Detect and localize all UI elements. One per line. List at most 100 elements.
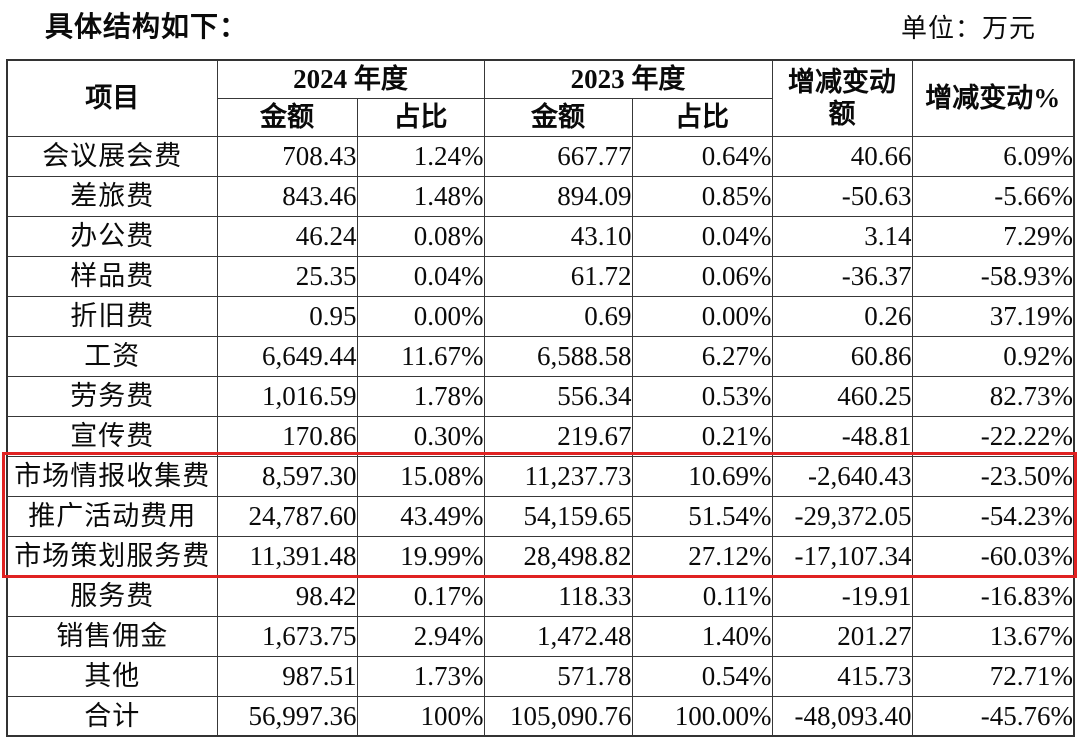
- row-label-cell: 工资: [6, 335, 218, 377]
- amount-2024-cell: 46.24: [216, 215, 358, 257]
- col-header-amount-2024: 金额: [216, 97, 358, 137]
- expense-table-wrap: 项目 2024 年度 2023 年度 增减变动额 增减变动% 金额 占比 金额 …: [2, 59, 1077, 737]
- table-row: 服务费 98.42 0.17% 118.33 0.11% -19.91 -16.83%: [6, 575, 1075, 617]
- table-body: 会议展会费 708.43 1.24% 667.77 0.64% 40.66 6.09% 差旅费…: [6, 135, 1075, 737]
- amount-2023-cell: 54,159.65: [483, 495, 633, 537]
- row-label-cell: 会议展会费: [6, 135, 218, 177]
- table-row: 销售佣金 1,673.75 2.94% 1,472.48 1.40% 201.27 13.6…: [6, 615, 1075, 657]
- table-row: 工资 6,649.44 11.67% 6,588.58 6.27% 60.86 0.92%: [6, 335, 1075, 377]
- expense-structure-table: 项目 2024 年度 2023 年度 增减变动额 增减变动% 金额 占比 金额 …: [6, 59, 1075, 737]
- row-label-cell: 折旧费: [6, 295, 218, 337]
- amount-2024-cell: 24,787.60: [216, 495, 358, 537]
- share-2023-cell: 0.11%: [631, 575, 773, 617]
- amount-2023-cell: 11,237.73: [483, 455, 633, 497]
- amount-2024-cell: 708.43: [216, 135, 358, 177]
- amount-2023-cell: 667.77: [483, 135, 633, 177]
- change-amount-cell: 460.25: [771, 375, 913, 417]
- change-amount-cell: 201.27: [771, 615, 913, 657]
- change-amount-cell: -50.63: [771, 175, 913, 217]
- amount-2024-cell: 170.86: [216, 415, 358, 457]
- row-label-cell: 其他: [6, 655, 218, 697]
- amount-2023-cell: 61.72: [483, 255, 633, 297]
- share-2023-cell: 0.06%: [631, 255, 773, 297]
- table-header: 项目 2024 年度 2023 年度 增减变动额 增减变动% 金额 占比 金额 …: [6, 59, 1075, 137]
- share-2023-cell: 10.69%: [631, 455, 773, 497]
- amount-2023-cell: 571.78: [483, 655, 633, 697]
- share-2024-cell: 19.99%: [356, 535, 485, 577]
- amount-2024-cell: 56,997.36: [216, 695, 358, 737]
- table-row: 会议展会费 708.43 1.24% 667.77 0.64% 40.66 6.09%: [6, 135, 1075, 177]
- change-percent-cell: 72.71%: [911, 655, 1075, 697]
- table-row: 推广活动费用 24,787.60 43.49% 54,159.65 51.54% -29,…: [6, 495, 1075, 537]
- col-header-amount-2023: 金额: [483, 97, 633, 137]
- share-2023-cell: 6.27%: [631, 335, 773, 377]
- change-amount-cell: 40.66: [771, 135, 913, 177]
- share-2024-cell: 1.24%: [356, 135, 485, 177]
- change-amount-cell: -29,372.05: [771, 495, 913, 537]
- amount-2024-cell: 8,597.30: [216, 455, 358, 497]
- change-amount-cell: 3.14: [771, 215, 913, 257]
- share-2024-cell: 15.08%: [356, 455, 485, 497]
- amount-2023-cell: 1,472.48: [483, 615, 633, 657]
- change-percent-cell: -22.22%: [911, 415, 1075, 457]
- header-row-groups: 项目 2024 年度 2023 年度 增减变动额 增减变动%: [6, 59, 1075, 137]
- amount-2023-cell: 105,090.76: [483, 695, 633, 737]
- share-2024-cell: 100%: [356, 695, 485, 737]
- amount-2023-cell: 28,498.82: [483, 535, 633, 577]
- table-row: 折旧费 0.95 0.00% 0.69 0.00% 0.26 37.19%: [6, 295, 1075, 337]
- change-percent-cell: -45.76%: [911, 695, 1075, 737]
- share-2024-cell: 43.49%: [356, 495, 485, 537]
- row-label-cell: 办公费: [6, 215, 218, 257]
- table-row: 市场策划服务费 11,391.48 19.99% 28,498.82 27.12% -17…: [6, 535, 1075, 577]
- row-label-cell: 服务费: [6, 575, 218, 617]
- row-label-cell: 宣传费: [6, 415, 218, 457]
- share-2023-cell: 0.85%: [631, 175, 773, 217]
- amount-2023-cell: 219.67: [483, 415, 633, 457]
- amount-2023-cell: 556.34: [483, 375, 633, 417]
- change-percent-cell: -23.50%: [911, 455, 1075, 497]
- col-header-change-percent: 增减变动%: [911, 59, 1075, 137]
- table-row: 办公费 46.24 0.08% 43.10 0.04% 3.14 7.29%: [6, 215, 1075, 257]
- row-label-cell: 劳务费: [6, 375, 218, 417]
- change-percent-cell: -5.66%: [911, 175, 1075, 217]
- change-amount-cell: -36.37: [771, 255, 913, 297]
- change-amount-cell: -19.91: [771, 575, 913, 617]
- change-amount-cell: 60.86: [771, 335, 913, 377]
- amount-2024-cell: 98.42: [216, 575, 358, 617]
- table-row: 样品费 25.35 0.04% 61.72 0.06% -36.37 -58.93%: [6, 255, 1075, 297]
- share-2024-cell: 1.73%: [356, 655, 485, 697]
- table-row-total: 合计 56,997.36 100% 105,090.76 100.00% -48,093.…: [6, 695, 1075, 737]
- row-label-cell: 销售佣金: [6, 615, 218, 657]
- share-2024-cell: 0.04%: [356, 255, 485, 297]
- change-percent-cell: -16.83%: [911, 575, 1075, 617]
- share-2023-cell: 0.53%: [631, 375, 773, 417]
- share-2023-cell: 0.64%: [631, 135, 773, 177]
- change-percent-cell: 6.09%: [911, 135, 1075, 177]
- share-2024-cell: 0.17%: [356, 575, 485, 617]
- share-2024-cell: 0.00%: [356, 295, 485, 337]
- table-row: 劳务费 1,016.59 1.78% 556.34 0.53% 460.25 82.73%: [6, 375, 1075, 417]
- share-2023-cell: 0.54%: [631, 655, 773, 697]
- col-header-change-amount: 增减变动额: [771, 59, 913, 137]
- change-amount-cell: -2,640.43: [771, 455, 913, 497]
- table-row: 宣传费 170.86 0.30% 219.67 0.21% -48.81 -22.22%: [6, 415, 1075, 457]
- amount-2024-cell: 1,673.75: [216, 615, 358, 657]
- change-percent-cell: -54.23%: [911, 495, 1075, 537]
- change-percent-cell: -60.03%: [911, 535, 1075, 577]
- col-header-item: 项目: [6, 59, 218, 137]
- table-row: 市场情报收集费 8,597.30 15.08% 11,237.73 10.69% -2,6…: [6, 455, 1075, 497]
- amount-2023-cell: 118.33: [483, 575, 633, 617]
- amount-2024-cell: 1,016.59: [216, 375, 358, 417]
- share-2024-cell: 2.94%: [356, 615, 485, 657]
- change-amount-cell: 415.73: [771, 655, 913, 697]
- amount-2024-cell: 6,649.44: [216, 335, 358, 377]
- share-2024-cell: 1.48%: [356, 175, 485, 217]
- share-2023-cell: 0.04%: [631, 215, 773, 257]
- change-percent-cell: 0.92%: [911, 335, 1075, 377]
- row-label-cell: 合计: [6, 695, 218, 737]
- col-header-share-2024: 占比: [356, 97, 485, 137]
- col-header-year-2024: 2024 年度: [216, 59, 485, 99]
- change-amount-cell: -48.81: [771, 415, 913, 457]
- col-header-year-2023: 2023 年度: [483, 59, 773, 99]
